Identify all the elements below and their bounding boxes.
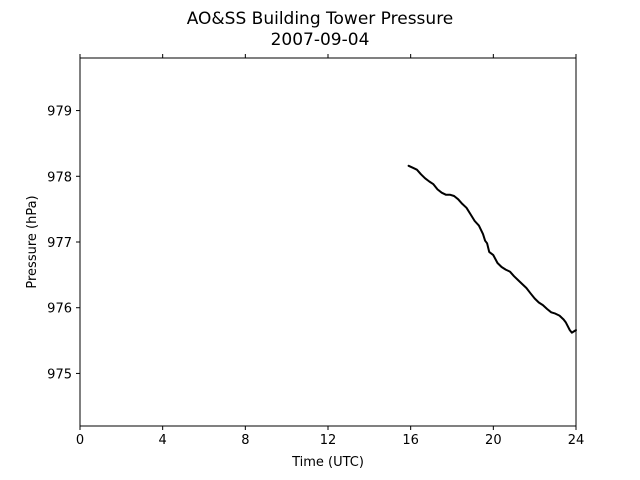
y-axis-ticks: 975 976 977 978 979	[47, 105, 80, 382]
y-tick-label: 979	[47, 105, 72, 120]
plot-area: 0 4 8 12 16 20 24 975 976 977 978 979	[47, 54, 584, 448]
x-tick-label: 8	[241, 433, 249, 448]
x-tick-label: 4	[159, 433, 167, 448]
plot-frame	[79, 57, 577, 427]
y-axis-label: Pressure (hPa)	[25, 195, 40, 288]
x-tick-label: 20	[485, 433, 502, 448]
chart-subtitle: 2007-09-04	[271, 30, 370, 50]
y-tick-label: 977	[47, 236, 72, 251]
x-tick-label: 16	[402, 433, 419, 448]
y-tick-label: 975	[47, 367, 72, 382]
x-tick-label: 24	[568, 433, 585, 448]
x-tick-label: 12	[320, 433, 337, 448]
x-axis-label: Time (UTC)	[291, 455, 364, 470]
pressure-series-line	[407, 164, 577, 334]
y-tick-label: 976	[47, 302, 72, 317]
x-axis-ticks: 0 4 8 12 16 20 24	[76, 54, 584, 448]
x-tick-label: 0	[76, 433, 84, 448]
y-tick-label: 978	[47, 170, 72, 185]
chart-title: AO&SS Building Tower Pressure	[187, 9, 454, 29]
